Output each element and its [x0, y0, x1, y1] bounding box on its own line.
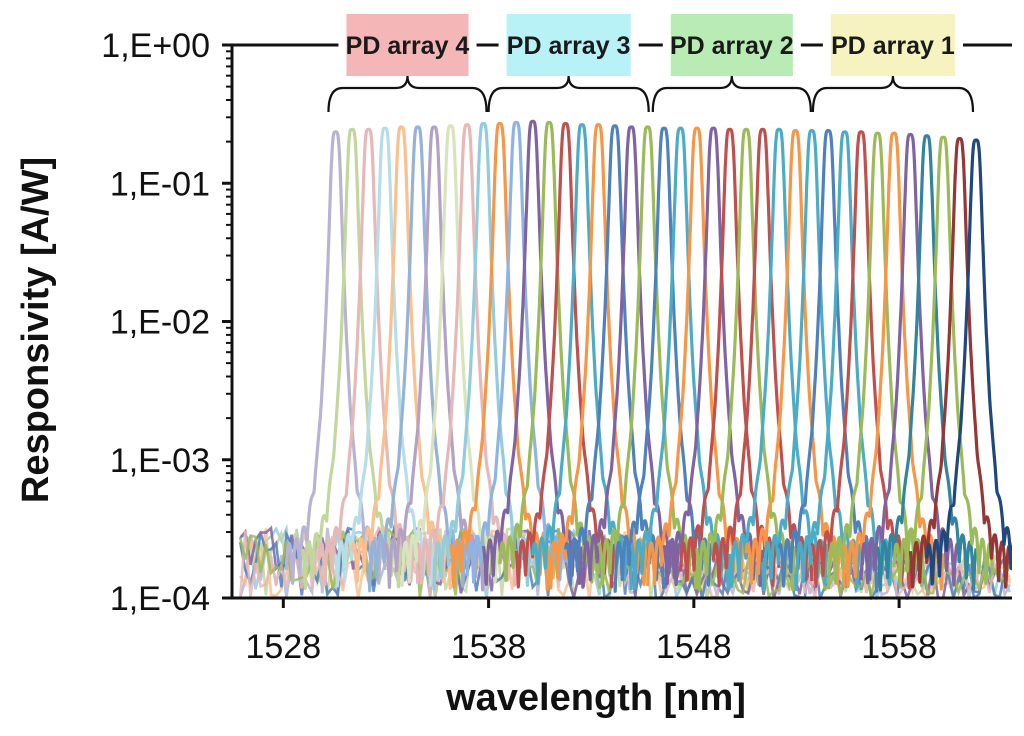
channel-curve-ch39 — [908, 137, 1011, 589]
channel-curve-ch12 — [465, 120, 568, 584]
channel-curve-ch5 — [350, 125, 453, 590]
pd-array-group: PD array 4 — [327, 14, 488, 113]
channel-curve-ch23 — [646, 126, 748, 587]
channel-curve-ch19 — [580, 125, 683, 589]
group-label-text: PD array 3 — [507, 32, 631, 60]
y-axis-title: Responsivity [A/W] — [15, 157, 57, 503]
channel-curve-ch33 — [810, 130, 912, 590]
channel-curve-ch4 — [334, 126, 436, 588]
group-label-text: PD array 1 — [831, 32, 955, 60]
channel-curve-ch13 — [481, 119, 584, 586]
pd-array-groups: PD array 4 PD array 3 PD array 2 PD array 1 — [327, 14, 975, 113]
channel-curve-ch32 — [793, 130, 896, 591]
channel-curves — [284, 119, 1012, 593]
group-brace — [327, 75, 488, 113]
channel-curve-ch10 — [432, 122, 535, 591]
y-tick-label: 1,E-03 — [110, 442, 210, 480]
channel-curve-ch35 — [843, 131, 945, 591]
channel-curve-ch18 — [564, 124, 666, 590]
channel-curve-ch9 — [416, 123, 518, 587]
x-tick-label: 1528 — [245, 628, 321, 666]
channel-curve-ch27 — [711, 127, 814, 588]
channel-curve-ch3 — [317, 127, 420, 587]
axes: 1,E+00 1,E-01 1,E-02 1,E-03 1,E-04 1528 1538 15… — [101, 27, 1012, 666]
channel-curve-ch8 — [399, 124, 502, 588]
channel-curve-ch34 — [826, 131, 929, 590]
group-label-box — [830, 14, 955, 76]
channel-curve-ch7 — [383, 125, 485, 592]
channel-curve-ch24 — [662, 126, 765, 588]
group-label-text: PD array 2 — [670, 32, 794, 60]
channel-curve-ch36 — [859, 132, 962, 587]
channel-curve-ch20 — [596, 125, 699, 590]
group-label-box — [346, 14, 469, 76]
x-tick-label: 1538 — [451, 628, 527, 666]
x-tick-label: 1548 — [656, 628, 732, 666]
channel-curve-ch21 — [613, 126, 715, 593]
channel-curve-ch30 — [761, 129, 863, 592]
channel-curve-ch29 — [744, 129, 847, 588]
channel-curve-ch16 — [531, 123, 633, 591]
y-tick-label: 1,E-04 — [110, 580, 210, 618]
channel-curve-ch38 — [892, 135, 995, 589]
x-tick-label: 1558 — [861, 628, 937, 666]
channel-curve-ch14 — [498, 120, 600, 584]
channel-curve-ch28 — [728, 127, 830, 588]
y-tick-label: 1,E-01 — [110, 165, 210, 203]
pd-array-group: PD array 3 — [487, 14, 650, 113]
pd-array-group: PD array 1 — [811, 14, 975, 113]
group-label-text: PD array 4 — [346, 32, 470, 60]
channel-curve-ch40 — [925, 138, 1012, 586]
channel-curve-ch1 — [284, 130, 387, 585]
group-label-box — [506, 14, 631, 76]
group-brace — [651, 75, 812, 113]
channel-curve-ch25 — [678, 127, 781, 587]
pd-array-group: PD array 2 — [651, 14, 812, 113]
y-tick-label: 1,E+00 — [101, 27, 210, 65]
group-brace — [487, 75, 650, 113]
group-label-box — [670, 14, 793, 76]
x-axis-title: wavelength [nm] — [445, 677, 746, 719]
channel-curve-ch31 — [777, 129, 880, 593]
y-tick-label: 1,E-02 — [110, 304, 210, 342]
group-brace — [811, 75, 975, 113]
